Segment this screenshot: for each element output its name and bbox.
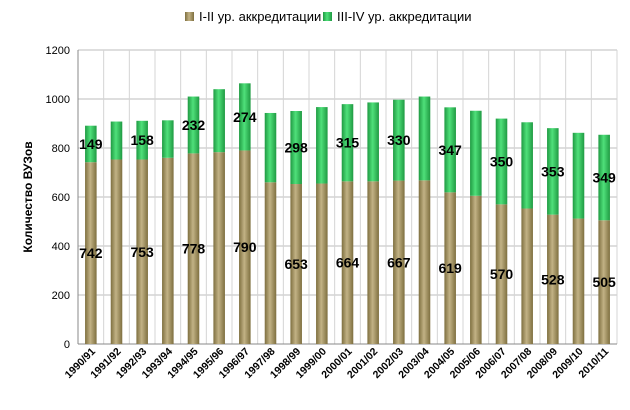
bar-segment-i-ii	[367, 181, 379, 344]
legend-label: III-IV ур. аккредитации	[337, 9, 472, 24]
data-label-i-ii: 753	[130, 244, 154, 260]
legend-item-iii-iv: III-IV ур. аккредитации	[323, 9, 472, 24]
y-tick-label: 600	[52, 192, 70, 204]
bar-segment-iii-iv	[572, 132, 585, 219]
bar-segment-i-ii	[316, 183, 328, 344]
data-label-i-ii: 505	[592, 274, 616, 290]
bar-segment-i-ii	[341, 181, 354, 344]
legend-swatch	[323, 12, 332, 21]
legend: I-II ур. аккредитации III-IV ур. аккредит…	[185, 9, 472, 24]
bar-segment-i-ii	[547, 214, 559, 344]
bar-segment-i-ii	[572, 218, 585, 344]
y-tick-label: 1200	[46, 45, 70, 57]
bar-segment-i-ii	[187, 153, 200, 344]
data-labels: 742 149 753 158 778 232 790 274 653 298 664 315 667 3…	[79, 109, 616, 290]
data-label-i-ii: 664	[336, 255, 360, 271]
bar-segment-iii-iv	[290, 111, 302, 185]
y-tick-label: 400	[52, 241, 70, 253]
bar-segment-iii-iv	[213, 89, 225, 153]
bar-segment-iii-iv	[110, 121, 123, 160]
bar-segment-i-ii	[239, 150, 251, 344]
bar-segment-i-ii	[444, 192, 456, 344]
data-label-iii-iv: 298	[284, 140, 308, 156]
bar-segment-i-ii	[264, 182, 277, 344]
data-label-iii-iv: 274	[233, 109, 257, 125]
data-label-iii-iv: 315	[336, 135, 360, 151]
bar-segment-i-ii	[213, 152, 225, 344]
data-label-i-ii: 570	[490, 266, 514, 282]
bar-segment-i-ii	[495, 204, 508, 344]
legend-item-i-ii: I-II ур. аккредитации	[185, 9, 321, 24]
data-label-i-ii: 528	[541, 271, 565, 287]
bar-segment-iii-iv	[85, 125, 97, 163]
gridlines	[77, 49, 618, 345]
bar-segment-iii-iv	[239, 83, 251, 151]
bar-segment-i-ii	[598, 220, 610, 344]
bar-segment-iii-iv	[316, 107, 328, 184]
data-label-iii-iv: 350	[490, 153, 514, 169]
bar-segment-iii-iv	[136, 120, 148, 160]
bar-segment-iii-iv	[470, 110, 482, 196]
bar-segment-i-ii	[85, 162, 97, 344]
bar-segment-iii-iv	[444, 107, 456, 193]
bar-segment-i-ii	[162, 157, 174, 344]
data-label-iii-iv: 330	[387, 132, 411, 148]
bar-segment-i-ii	[393, 180, 405, 344]
y-tick-label: 0	[64, 339, 70, 351]
data-label-iii-iv: 232	[182, 117, 206, 133]
bar-segment-iii-iv	[495, 118, 508, 205]
y-tick-label: 1000	[46, 94, 70, 106]
bar-segment-i-ii	[521, 208, 533, 344]
bar-segment-iii-iv	[187, 96, 200, 154]
data-label-iii-iv: 149	[79, 136, 103, 152]
bar-segment-i-ii	[418, 180, 431, 344]
bar-segment-i-ii	[290, 184, 302, 344]
y-axis-title: Количество ВУЗов	[21, 141, 35, 252]
data-label-iii-iv: 353	[541, 163, 565, 179]
data-label-i-ii: 653	[284, 256, 308, 272]
bar-segment-iii-iv	[393, 99, 405, 181]
bar-segment-iii-iv	[264, 112, 277, 183]
data-label-iii-iv: 349	[592, 170, 616, 186]
bar-segment-iii-iv	[341, 104, 354, 182]
bar-segment-iii-iv	[547, 128, 559, 215]
data-label-i-ii: 667	[387, 254, 411, 270]
bar-segment-i-ii	[110, 159, 123, 344]
data-label-iii-iv: 158	[130, 132, 154, 148]
bar-segment-iii-iv	[521, 122, 533, 209]
bar-segment-iii-iv	[418, 96, 431, 181]
bar-segment-iii-iv	[367, 102, 379, 182]
bar-segment-i-ii	[470, 195, 482, 344]
legend-swatch	[185, 12, 194, 21]
data-label-i-ii: 742	[79, 245, 103, 261]
data-label-i-ii: 778	[182, 241, 206, 257]
bar-segment-i-ii	[136, 159, 148, 344]
bars	[85, 83, 610, 344]
legend-label: I-II ур. аккредитации	[199, 9, 321, 24]
data-label-i-ii: 790	[233, 239, 257, 255]
data-label-i-ii: 619	[438, 260, 462, 276]
bar-segment-iii-iv	[162, 120, 174, 158]
bar-segment-iii-iv	[598, 134, 610, 221]
y-tick-label: 800	[52, 143, 70, 155]
y-tick-label: 200	[52, 290, 70, 302]
data-label-iii-iv: 347	[438, 142, 462, 158]
